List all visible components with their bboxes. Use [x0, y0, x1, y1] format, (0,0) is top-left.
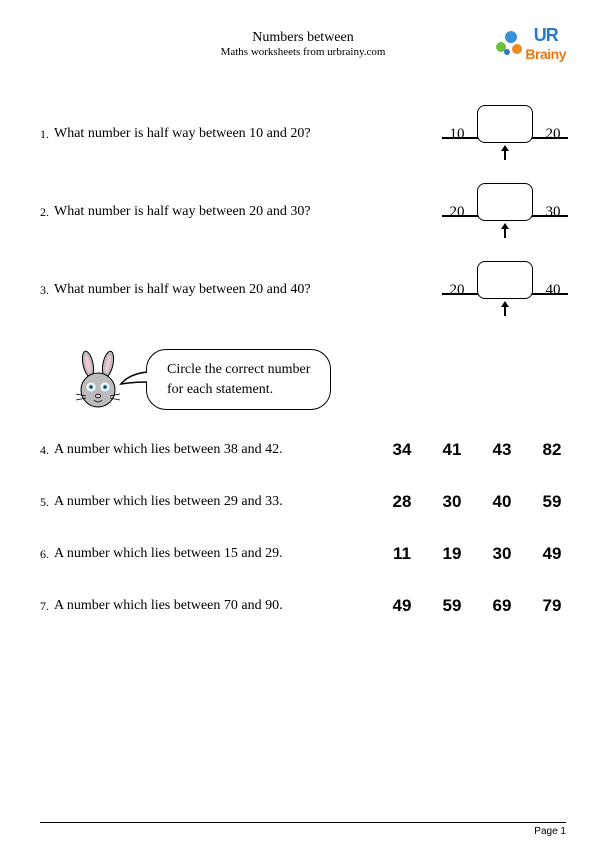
question-number: 6. [40, 547, 54, 562]
question-number: 1. [40, 127, 54, 142]
up-arrow-icon [499, 221, 511, 239]
choice-option[interactable]: 11 [388, 544, 416, 564]
question-number: 4. [40, 443, 54, 458]
choice-list: 34 41 43 82 [388, 440, 566, 460]
question-number: 5. [40, 495, 54, 510]
answer-box[interactable] [477, 105, 533, 143]
choice-option[interactable]: 43 [488, 440, 516, 460]
choice-option[interactable]: 79 [538, 596, 566, 616]
instruction-line1: Circle the correct number [167, 360, 310, 380]
speech-bubble: Circle the correct number for each state… [146, 349, 331, 410]
number-line-left: 10 [444, 126, 470, 143]
choice-option[interactable]: 34 [388, 440, 416, 460]
up-arrow-icon [499, 299, 511, 317]
up-arrow-icon [499, 143, 511, 161]
choice-option[interactable]: 19 [438, 544, 466, 564]
question-text: A number which lies between 29 and 33. [54, 494, 283, 510]
choice-question-row: 7. A number which lies between 70 and 90… [40, 596, 566, 616]
choice-option[interactable]: 59 [538, 492, 566, 512]
number-line-right: 30 [540, 204, 566, 221]
choice-option[interactable]: 40 [488, 492, 516, 512]
number-line-left: 20 [444, 282, 470, 299]
choice-option[interactable]: 49 [388, 596, 416, 616]
choice-question-row: 6. A number which lies between 15 and 29… [40, 544, 566, 564]
choice-list: 28 30 40 59 [388, 492, 566, 512]
worksheet-subtitle: Maths worksheets from urbrainy.com [40, 46, 566, 58]
choice-question-row: 4. A number which lies between 38 and 42… [40, 440, 566, 460]
halfway-question-row: 3. What number is half way between 20 an… [40, 271, 566, 309]
choice-list: 49 59 69 79 [388, 596, 566, 616]
choice-option[interactable]: 49 [538, 544, 566, 564]
number-line-right: 40 [540, 282, 566, 299]
logo-text-top: UR [525, 25, 566, 46]
choice-option[interactable]: 28 [388, 492, 416, 512]
question-text: A number which lies between 70 and 90. [54, 598, 283, 614]
halfway-question-row: 1. What number is half way between 10 an… [40, 115, 566, 153]
number-line: 20 30 [444, 193, 566, 231]
choice-list: 11 19 30 49 [388, 544, 566, 564]
number-line-right: 20 [540, 126, 566, 143]
question-number: 7. [40, 599, 54, 614]
logo-text-bottom: Brainy [525, 46, 566, 62]
question-number: 2. [40, 205, 54, 220]
question-text: What number is half way between 20 and 3… [54, 204, 311, 220]
worksheet-header: Numbers between Maths worksheets from ur… [40, 30, 566, 80]
question-text: A number which lies between 15 and 29. [54, 546, 283, 562]
question-text: What number is half way between 10 and 2… [54, 126, 311, 142]
question-number: 3. [40, 283, 54, 298]
choice-question-row: 5. A number which lies between 29 and 33… [40, 492, 566, 512]
question-text: What number is half way between 20 and 4… [54, 282, 311, 298]
answer-box[interactable] [477, 183, 533, 221]
number-line: 20 40 [444, 271, 566, 309]
choice-option[interactable]: 59 [438, 596, 466, 616]
number-line-left: 20 [444, 204, 470, 221]
choice-option[interactable]: 41 [438, 440, 466, 460]
answer-box[interactable] [477, 261, 533, 299]
number-line: 10 20 [444, 115, 566, 153]
brand-logo: UR Brainy [525, 25, 566, 62]
choice-option[interactable]: 82 [538, 440, 566, 460]
choice-option[interactable]: 30 [438, 492, 466, 512]
question-text: A number which lies between 38 and 42. [54, 442, 283, 458]
rabbit-icon [70, 350, 126, 410]
worksheet-title: Numbers between [40, 30, 566, 46]
halfway-question-row: 2. What number is half way between 20 an… [40, 193, 566, 231]
logo-dots-icon [493, 27, 523, 57]
instruction-line2: for each statement. [167, 380, 310, 400]
page-footer: Page 1 [40, 822, 566, 837]
choice-option[interactable]: 30 [488, 544, 516, 564]
bubble-tail-icon [119, 368, 149, 388]
choice-option[interactable]: 69 [488, 596, 516, 616]
instruction-row: Circle the correct number for each state… [70, 349, 566, 410]
